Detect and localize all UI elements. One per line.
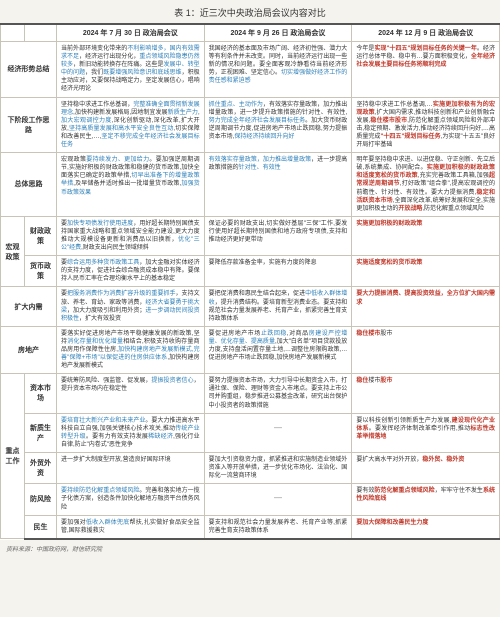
cell: 进一步扩大制度型开放,营造良好国际环境 bbox=[57, 453, 205, 484]
cell: 要统筹防风险、强监管、促发展，提振投资者信心，提升资本市场内在稳定性 bbox=[57, 374, 205, 413]
comparison-table: 2024 年 7 月 30 日 政治局会议 2024 年 9 月 26 日 政治… bbox=[0, 23, 500, 540]
row-sub: 资本市场 bbox=[25, 374, 57, 413]
cell: 要促进房地产市场止跌回稳,对商品房建设严控增量、优化存量、提高质量,加大"白名单… bbox=[204, 326, 352, 373]
row-cat: 重点工作 bbox=[1, 374, 25, 539]
row-cat: 经济形势总结 bbox=[1, 42, 57, 98]
cell: 要大力提振消费、提高投资效益，全方位扩大国内需求 bbox=[352, 287, 500, 326]
cell: 要加大引资稳资力度，抓紧推进和实施制造业领域外资准入等开放举措，进一步优化市场化… bbox=[204, 453, 352, 484]
th-blank2 bbox=[25, 24, 57, 42]
cell: 要持续防范化解重点领域风险。完善和落实地方一揽子化债方案，创造条件加快化解地方融… bbox=[57, 484, 205, 515]
cell: 有效落实存量政策，加力推出增量政策，进一步提高政策措施的针对性、有效性 bbox=[204, 153, 352, 217]
th-blank1 bbox=[1, 24, 25, 42]
th-date2: 2024 年 9 月 26 日 政治局会议 bbox=[204, 24, 352, 42]
cell: 要加强对低收入群体兜底帮扶,扎实做好食品安全监管,国际救援救灾 bbox=[57, 515, 205, 539]
cell: 要综合运用多种货币政策工具，加大金融对实体经济的支持力度，促进社会综合融资成本稳… bbox=[57, 256, 205, 287]
cell: 要以科技创新引领新质生产力发展,建设现代化产业体系。要发挥经济体制改革牵引作用,… bbox=[352, 413, 500, 452]
cell: 要把促消费和惠民生结合起来，促进中低收入群体增收，提升消费结构。要培育新型消费业… bbox=[204, 287, 352, 326]
cell: 今年是实现"十四五"规划目标任务的关键一年。经济运行总体平稳、稳中有…要方面积极… bbox=[352, 42, 500, 98]
row-sub: 新质生产 bbox=[25, 413, 57, 452]
cell: 稳住楼市股市 bbox=[352, 326, 500, 373]
row-sub: 防风险 bbox=[25, 484, 57, 515]
cell: 要落实好促进房地产市场平稳健康发展的新政策,坚持消化存量和优化增量相结合,积极支… bbox=[57, 326, 205, 373]
row-cat: 下阶段工作思路 bbox=[1, 97, 57, 153]
cell: — bbox=[204, 484, 352, 515]
row-sub: 货币政策 bbox=[25, 256, 57, 287]
cell: 要扩大高水平对外开放，稳外贸、稳外资 bbox=[352, 453, 500, 484]
cell: 抓住重点、主动作为，有效落实存量政策，加力推出增量政策，进一步提升政策措施的针对… bbox=[204, 97, 352, 153]
cell: 我国经济的基本面及市场广阔、经济初性强、潜力大等有利条件并未改变。同时，当前经济… bbox=[204, 42, 352, 98]
th-date3: 2024 年 12 月 9 日 政治局会议 bbox=[352, 24, 500, 42]
row-sub: 民生 bbox=[25, 515, 57, 539]
row-cat: 房地产 bbox=[1, 326, 57, 373]
table-title: 表 1：近三次中央政治局会议内容对比 bbox=[0, 0, 500, 23]
cell: 宏观政策要持续发力、更加给力。要加强逆周期调节,实施好积极的财政政策和稳健的货币… bbox=[57, 153, 205, 217]
cell: 要培育壮大新兴产业和未来产业。要大力推进高水平科技自立自强,加强关键核心技术攻关… bbox=[57, 413, 205, 452]
cell: 保证必要的财政支出,切实做好基层"三保"工作,要发行使用好超长期特别国债和地方政… bbox=[204, 216, 352, 255]
row-sub: 财政政策 bbox=[25, 216, 57, 255]
cell: 当前外部环境变化带来的不利影响增多，国内有效需求不足，经济运行出现分化，重点领域… bbox=[57, 42, 205, 98]
row-sub: 外贸外资 bbox=[25, 453, 57, 484]
cell: 要把服务消费作为消费扩容升级的重要抓手，支持文旅、养老、育幼、家政等消费，经济大… bbox=[57, 287, 205, 326]
row-cat: 扩大内需 bbox=[1, 287, 57, 326]
cell: 明年要坚持稳中求进、以进促稳、守正创新、先立后破,系统集成、协同配合。实施更加积… bbox=[352, 153, 500, 217]
th-date1: 2024 年 7 月 30 日 政治局会议 bbox=[57, 24, 205, 42]
cell: 要降低存款准备金率，实施有力度的降息 bbox=[204, 256, 352, 287]
row-cat: 总体思路 bbox=[1, 153, 57, 217]
cell: 要有效防范化解重点领域风险，牢牢守住不发生系统性风险底线 bbox=[352, 484, 500, 515]
cell: 坚持稳中求进工作总基调,…实施更加积极有为的宏观政策,扩大国内需求,推动科技创新… bbox=[352, 97, 500, 153]
cell: 实施更加积极的财政政策 bbox=[352, 216, 500, 255]
cell: 要加快专项债发行使用进度，用好超长期特别国债支持国家重大战略和重点领域安全能力建… bbox=[57, 216, 205, 255]
cell: 稳住楼市股市 bbox=[352, 374, 500, 413]
cell: — bbox=[204, 413, 352, 452]
cell: 要努力提振资本市场，大力引导中长期资金入市，打通社保、保险、理财等资金入市堵点。… bbox=[204, 374, 352, 413]
cell: 坚持稳中求进工作总基调，完整准确全面贯彻新发展理念,加快构建新发展格局,因地制宜… bbox=[57, 97, 205, 153]
cell: 实施适度宽松的货币政策 bbox=[352, 256, 500, 287]
cell: 要支持和规范社会力量发展养老、托育产业等,抓紧完善生育支持政策体系 bbox=[204, 515, 352, 539]
row-cat: 宏观政策 bbox=[1, 216, 25, 287]
source-footer: 资料来源：中国政府网，财信研究院 bbox=[0, 540, 500, 561]
cell: 要加大保障和改善民生力度 bbox=[352, 515, 500, 539]
